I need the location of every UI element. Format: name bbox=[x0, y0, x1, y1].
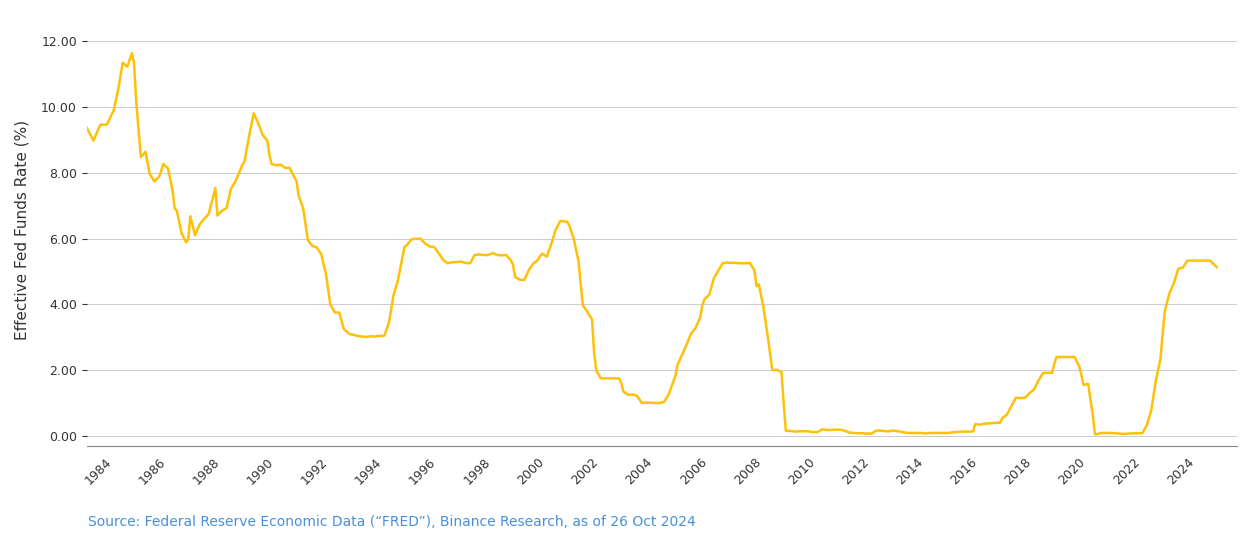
Text: Source: Federal Reserve Economic Data (“FRED”), Binance Research, as of 26 Oct 2: Source: Federal Reserve Economic Data (“… bbox=[88, 515, 695, 529]
Y-axis label: Effective Fed Funds Rate (%): Effective Fed Funds Rate (%) bbox=[15, 120, 30, 340]
